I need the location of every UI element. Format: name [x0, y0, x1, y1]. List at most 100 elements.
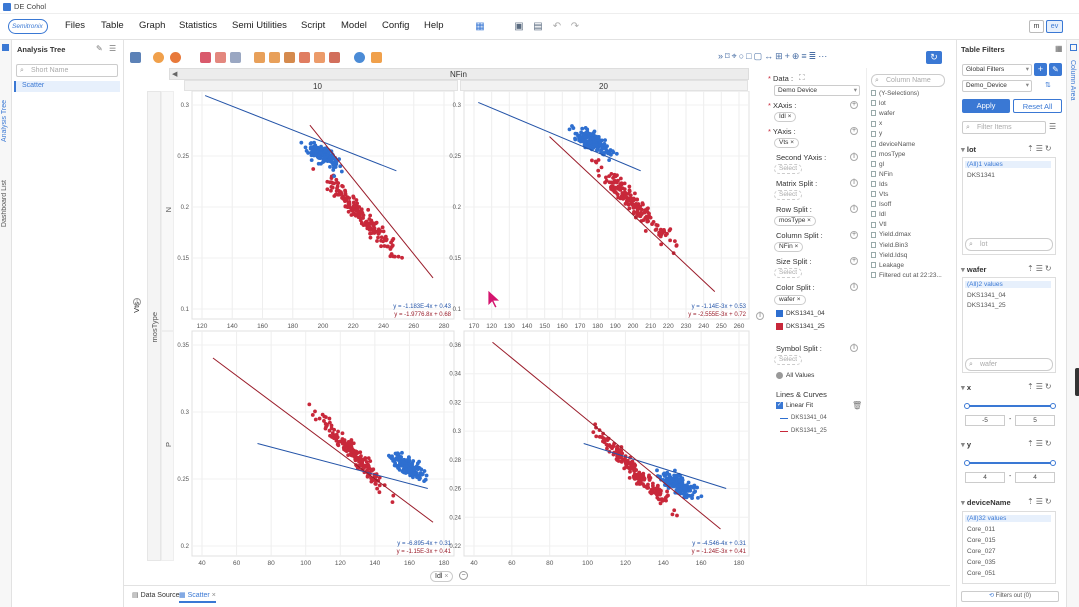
- y-min-input[interactable]: 4: [965, 472, 1005, 483]
- second-yaxis-dropzone[interactable]: Select: [774, 164, 803, 174]
- column-item[interactable]: deviceName: [871, 141, 915, 148]
- second-yaxis-info-icon[interactable]: i: [850, 153, 858, 161]
- area-chart-icon[interactable]: [314, 52, 325, 63]
- delete-icon[interactable]: 🗑: [852, 401, 863, 410]
- column-item[interactable]: gl: [871, 161, 884, 168]
- color-split-options-icon[interactable]: i: [756, 312, 764, 320]
- matrix-split-info-icon[interactable]: i: [850, 179, 858, 187]
- menu-script[interactable]: Script: [301, 20, 326, 31]
- pie-icon[interactable]: [153, 52, 164, 63]
- y-axis-toggle-icon[interactable]: |: [133, 298, 141, 306]
- filters-out-button[interactable]: ⟲ Filters out (0): [961, 591, 1059, 602]
- global-filters-select[interactable]: Global Filters ▾: [962, 64, 1032, 76]
- color-split-info-icon[interactable]: i: [850, 283, 858, 291]
- menu-model[interactable]: Model: [341, 20, 367, 31]
- filter-toggle-icon[interactable]: ⇅: [1045, 82, 1051, 89]
- x-range-slider[interactable]: [967, 405, 1053, 407]
- redo-icon[interactable]: ↷: [570, 21, 580, 32]
- facet-panel[interactable]: 120 140 160 180 200 220 240 260 280 0.3 0.25 0.2 0.1…: [177, 91, 455, 330]
- column-split-chip[interactable]: NFin ×: [774, 242, 804, 252]
- filter-list-icon[interactable]: ☰: [1049, 122, 1057, 131]
- edit-filter-icon[interactable]: ✎: [1049, 63, 1062, 76]
- scroll-handle[interactable]: [1075, 368, 1079, 396]
- graph-type-icon[interactable]: [130, 52, 141, 63]
- tree-item-scatter[interactable]: Scatter: [14, 81, 120, 92]
- symbol-split-info-icon[interactable]: i: [850, 344, 858, 352]
- column-item[interactable]: (Y-Selections): [871, 90, 919, 97]
- view-toggle-m[interactable]: m: [1029, 20, 1044, 33]
- symbol-split-dropzone[interactable]: Select: [774, 355, 803, 365]
- expand-icon[interactable]: ⛶: [799, 73, 805, 82]
- filter-items-input[interactable]: ⌕ Filter Items: [962, 121, 1046, 134]
- x-axis-toggle-icon[interactable]: −: [459, 571, 468, 580]
- x-max-input[interactable]: 5: [1015, 415, 1055, 426]
- refresh-icon[interactable]: ↻: [926, 51, 942, 64]
- size-split-dropzone[interactable]: Select: [774, 268, 803, 278]
- tab-scatter[interactable]: ▦ Scatter ×: [179, 589, 216, 603]
- plot-tools-icons[interactable]: »⌑⌖○□▢↔⊞+⊕≡≣⋯: [718, 51, 830, 61]
- menu-table[interactable]: Table: [101, 20, 124, 31]
- reset-all-button[interactable]: Reset All: [1013, 99, 1062, 113]
- scatter-chart-icon[interactable]: [329, 52, 340, 63]
- histogram-icon[interactable]: [269, 52, 280, 63]
- y-max-handle[interactable]: [1050, 460, 1056, 466]
- menu-graph[interactable]: Graph: [139, 20, 166, 31]
- edit-icon[interactable]: ✎: [96, 44, 103, 53]
- data-table-select[interactable]: Demo_Device ▾: [962, 80, 1032, 92]
- column-item[interactable]: Vts: [871, 191, 888, 198]
- column-item[interactable]: Ids: [871, 181, 888, 188]
- column-search-input[interactable]: ⌕ Column Name: [871, 74, 945, 87]
- column-item[interactable]: wafer: [871, 110, 895, 117]
- column-item[interactable]: Filtered cut at 22:23...: [871, 272, 942, 279]
- xaxis-add-icon[interactable]: +: [850, 101, 858, 109]
- column-item[interactable]: y: [871, 130, 882, 137]
- filter-devicename-actions[interactable]: ⇡☰↻: [1027, 497, 1054, 506]
- yaxis-add-icon[interactable]: +: [850, 127, 858, 135]
- y-range-slider[interactable]: [967, 462, 1053, 464]
- grid-menu-icon[interactable]: ▦: [1055, 44, 1063, 53]
- remove-icon[interactable]: ×: [444, 573, 449, 580]
- map-icon[interactable]: [371, 52, 382, 63]
- column-item[interactable]: NFin: [871, 171, 893, 178]
- menu-icon[interactable]: ☰: [109, 44, 117, 53]
- add-filter-icon[interactable]: +: [1034, 63, 1047, 76]
- color-split-chip[interactable]: wafer ×: [774, 295, 806, 305]
- size-split-add-icon[interactable]: +: [850, 257, 858, 265]
- view-toggle-ev[interactable]: ev: [1046, 20, 1063, 33]
- save-icon[interactable]: ▣: [514, 21, 524, 32]
- box-plot-icon[interactable]: [284, 52, 295, 63]
- column-item[interactable]: Leakage: [871, 262, 904, 269]
- lot-search-input[interactable]: ⌕ lot: [965, 238, 1053, 251]
- row-split-info-icon[interactable]: i: [850, 205, 858, 213]
- menu-help[interactable]: Help: [424, 20, 444, 31]
- column-item[interactable]: Yield.Bin3: [871, 242, 908, 249]
- filter-y-actions[interactable]: ⇡☰↻: [1027, 439, 1054, 448]
- tree-search-input[interactable]: ⌕ Short Name: [16, 64, 118, 77]
- chart-icon-1[interactable]: [200, 52, 211, 63]
- row-split-chip[interactable]: mosType ×: [774, 216, 816, 226]
- x-axis-chip[interactable]: Idl ×: [430, 571, 454, 582]
- facet-panel[interactable]: 170 120 130 140 150 160 170 180 190 200 210 220 230 2…: [449, 91, 750, 330]
- x-min-handle[interactable]: [964, 403, 970, 409]
- column-item[interactable]: x: [871, 120, 882, 127]
- chart-icon-3[interactable]: [230, 52, 241, 63]
- wafer-values-list[interactable]: (All)2 values DKS1341_04 DKS1341_25: [962, 277, 1056, 373]
- yaxis-chip[interactable]: Vts ×: [774, 138, 800, 148]
- wafer-search-input[interactable]: ⌕ wafer: [965, 358, 1053, 371]
- filter-lot-actions[interactable]: ⇡☰↻: [1027, 144, 1054, 153]
- column-item[interactable]: Yield.Idsq: [871, 252, 907, 259]
- collapse-left-icon[interactable]: ◀: [172, 71, 178, 78]
- menu-statistics[interactable]: Statistics: [179, 20, 218, 31]
- devicename-values-list[interactable]: (All)32 values Core_011 Core_015 Core_02…: [962, 511, 1056, 584]
- column-split-add-icon[interactable]: +: [850, 231, 858, 239]
- rail-tab-analysis-tree[interactable]: Analysis Tree: [1, 100, 8, 143]
- x-min-input[interactable]: -5: [965, 415, 1005, 426]
- filter-x-actions[interactable]: ⇡☰↻: [1027, 382, 1054, 391]
- column-item[interactable]: Idl: [871, 211, 886, 218]
- column-item[interactable]: mosType: [871, 151, 905, 158]
- column-item[interactable]: Yield.dmax: [871, 231, 911, 238]
- column-item[interactable]: Isoff: [871, 201, 891, 208]
- undo-icon[interactable]: ↶: [552, 21, 562, 32]
- menu-semi-utilities[interactable]: Semi Utilities: [232, 20, 287, 31]
- network-icon[interactable]: [354, 52, 365, 63]
